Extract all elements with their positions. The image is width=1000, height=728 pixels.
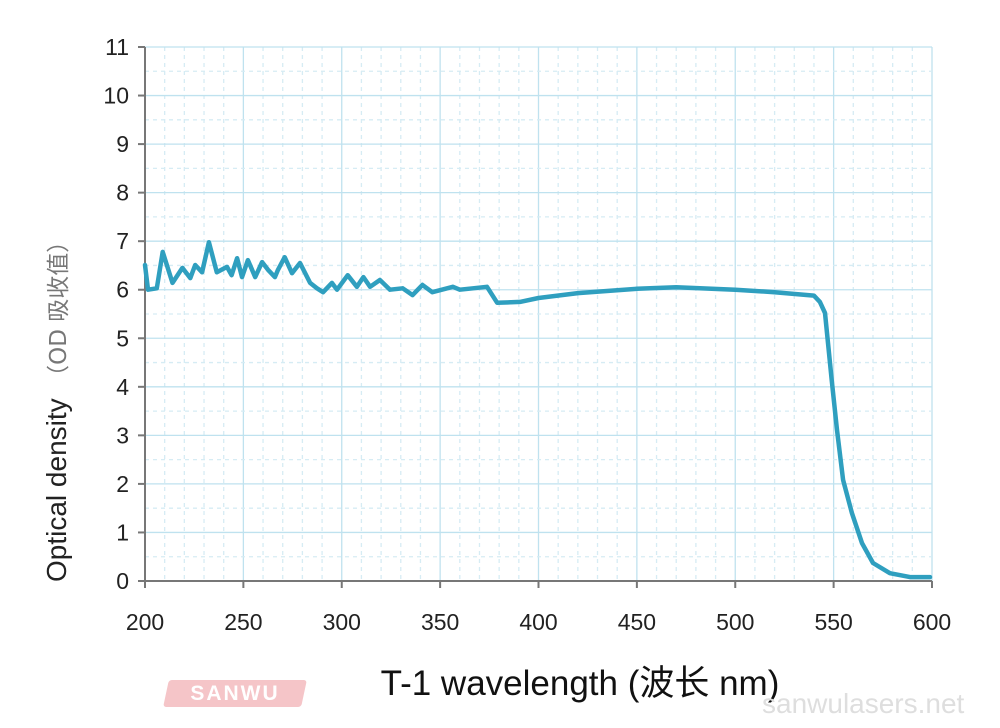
series-line-t-1 xyxy=(142,239,933,580)
grid xyxy=(145,46,933,581)
y-tick-label: 0 xyxy=(116,568,129,594)
x-tick-label: 450 xyxy=(618,609,656,635)
y-tick-label: 6 xyxy=(116,277,129,303)
y-tick-label: 1 xyxy=(116,519,129,545)
logo-text: SANWU xyxy=(190,682,280,705)
y-tick-label: 5 xyxy=(116,325,129,351)
x-tick-label: 350 xyxy=(421,609,459,635)
y-tick-label: 11 xyxy=(105,34,129,60)
x-tick-label: 250 xyxy=(224,609,262,635)
y-tick-label: 9 xyxy=(116,131,129,157)
site-watermark: sanwulasers.net xyxy=(762,688,965,719)
y-axis-label-en: Optical density xyxy=(41,398,72,582)
x-tick-label: 300 xyxy=(323,609,361,635)
x-tick-label: 200 xyxy=(126,609,164,635)
y-tick-label: 4 xyxy=(116,374,129,400)
y-tick-label: 7 xyxy=(116,228,129,254)
x-axis-label: T-1 wavelength (波长 nm) xyxy=(381,664,780,703)
tick-labels: 0 1 2 3 4 5 6 7 8 9 10 11 200 250 300 350 400 450 500 550 60… xyxy=(103,34,951,635)
x-tick-label: 400 xyxy=(519,609,557,635)
sanwu-logo: SANWU xyxy=(163,680,307,707)
y-axis-label-cn: （OD 吸收值） xyxy=(46,230,72,388)
series-layer xyxy=(142,239,933,580)
y-tick-label: 3 xyxy=(116,422,129,448)
x-tick-label: 550 xyxy=(814,609,852,635)
y-axis-label: Optical density （OD 吸收值） xyxy=(41,230,72,582)
axes xyxy=(138,46,933,588)
y-tick-label: 2 xyxy=(116,471,129,497)
x-tick-label: 500 xyxy=(716,609,754,635)
y-tick-label: 8 xyxy=(116,180,129,206)
y-tick-label: 10 xyxy=(103,83,129,109)
x-tick-label: 600 xyxy=(913,609,951,635)
